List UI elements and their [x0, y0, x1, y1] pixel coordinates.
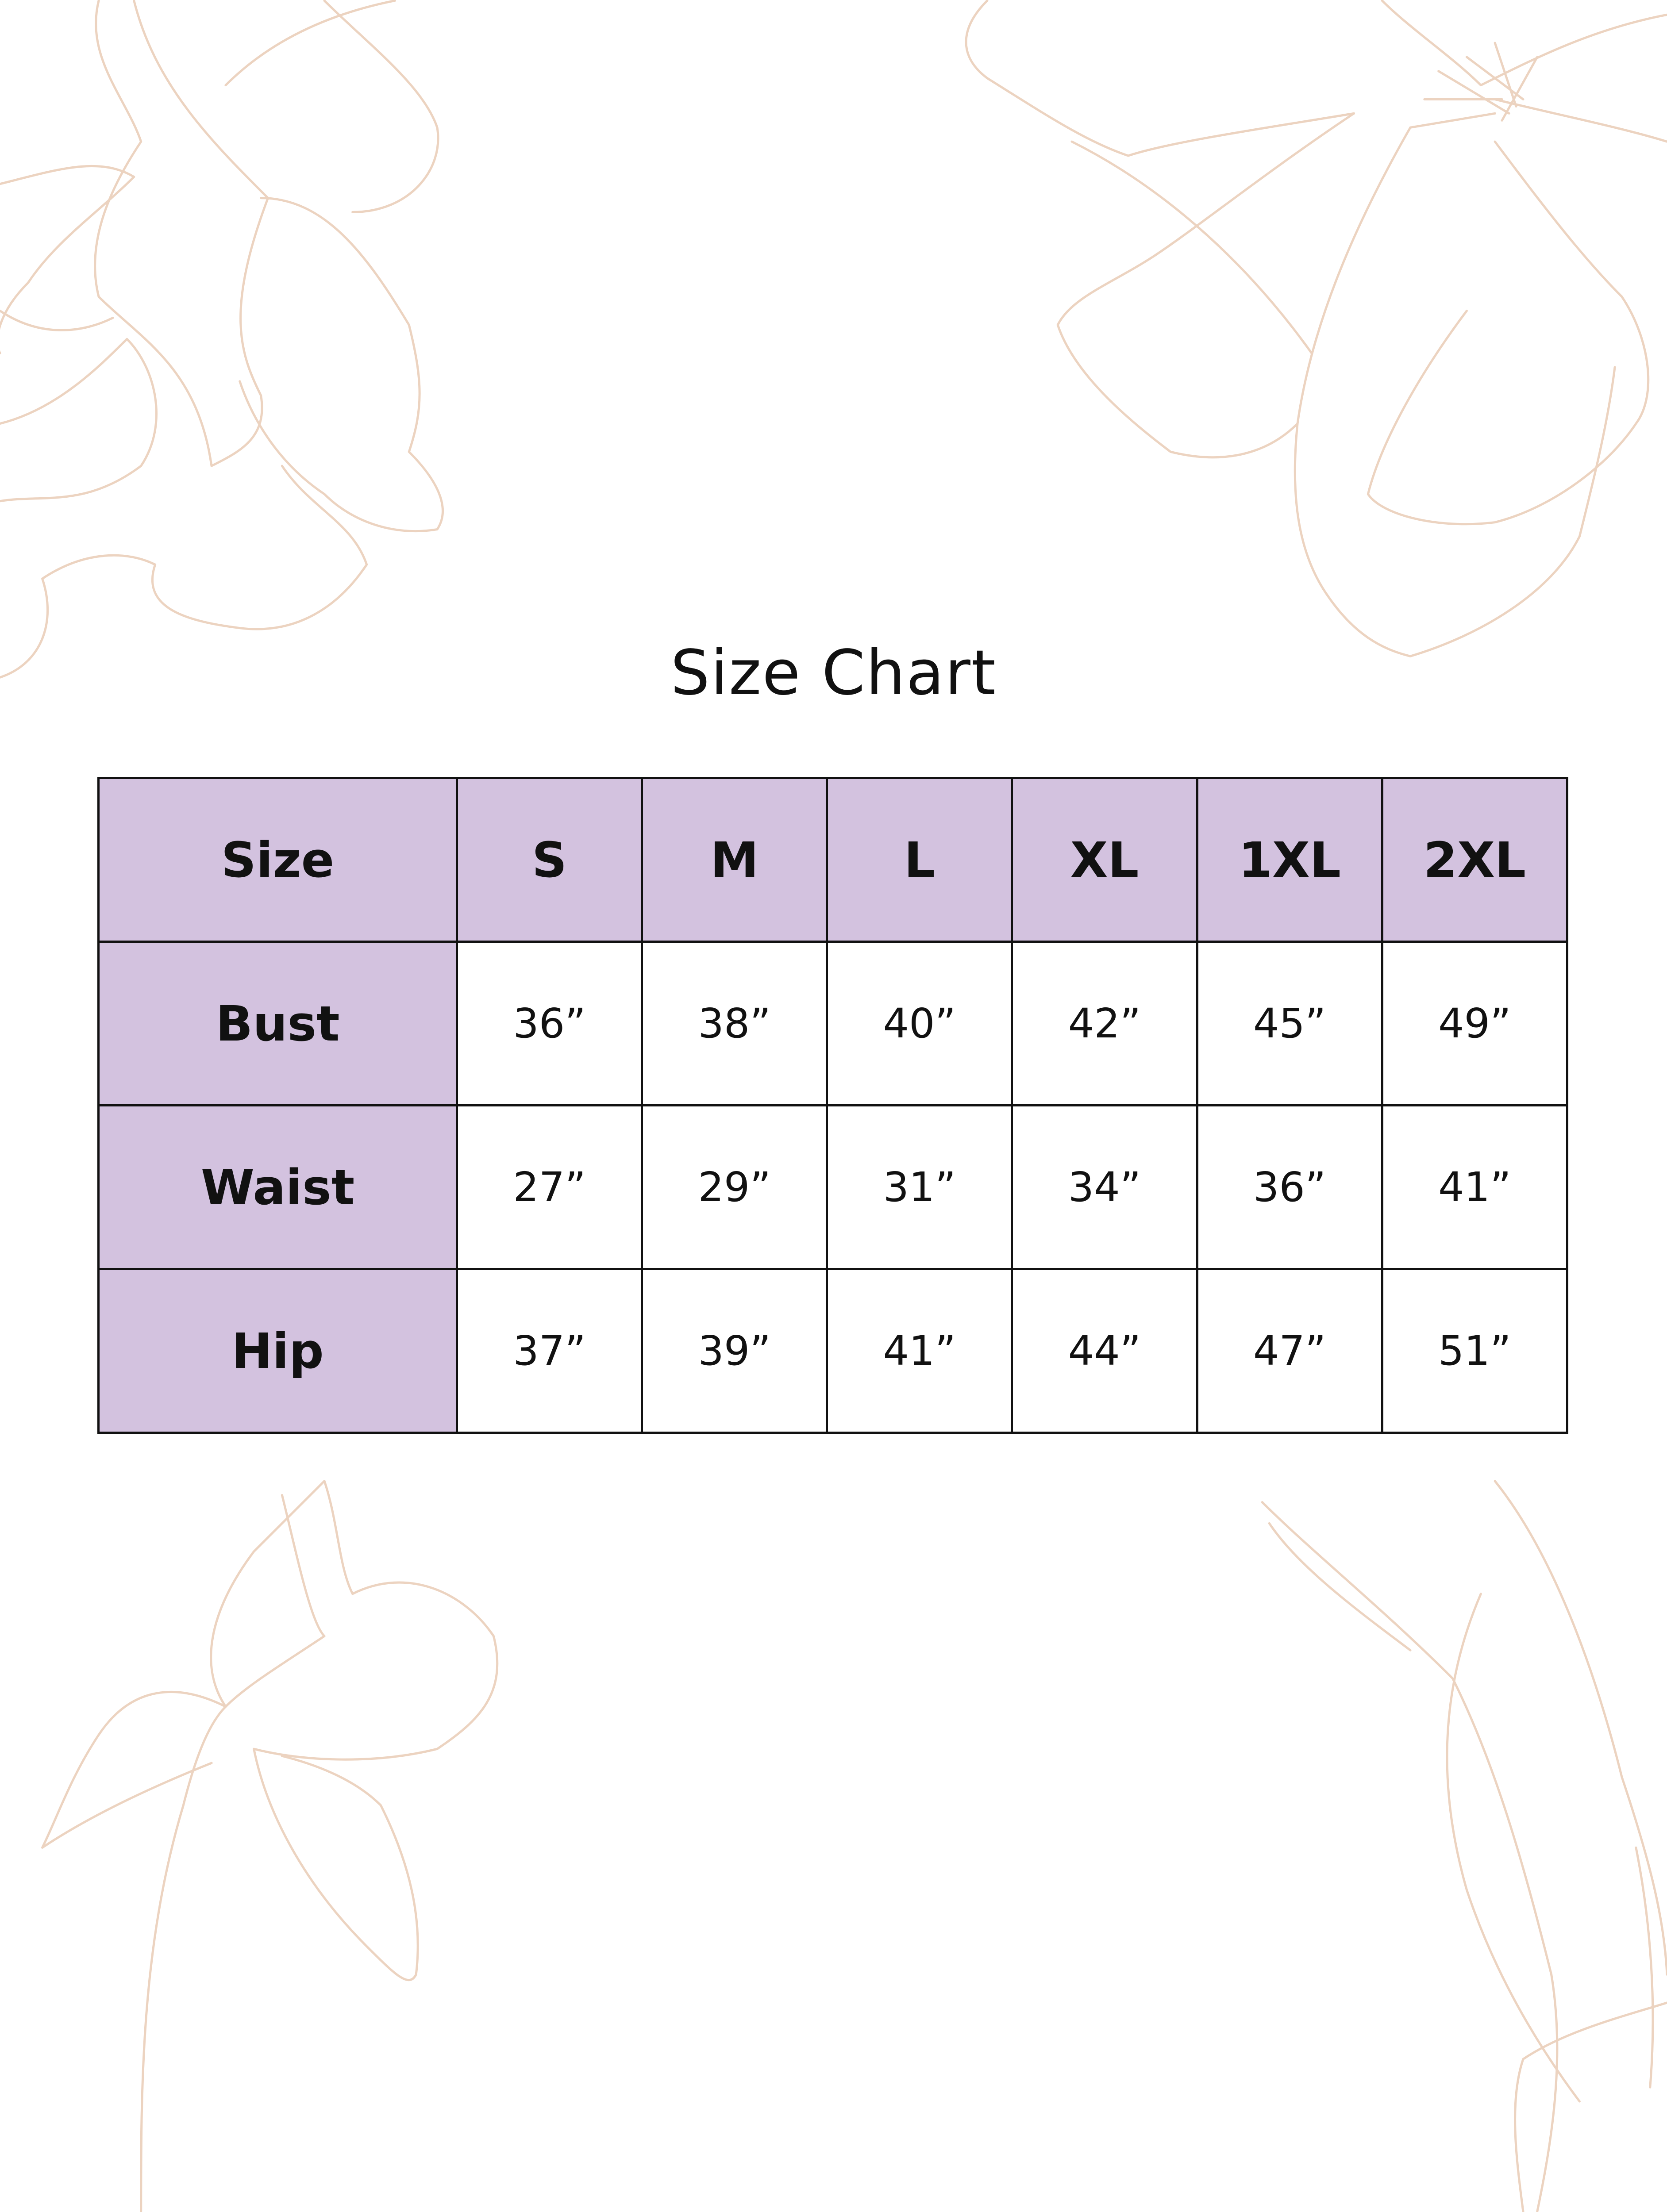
table-cell: 40”	[826, 941, 1013, 1106]
table-cell: 42”	[1011, 941, 1198, 1106]
table-cell: 39”	[641, 1268, 828, 1434]
table-cell: 49”	[1381, 941, 1569, 1106]
row-label-hip: Hip	[97, 1268, 458, 1434]
size-chart-table: Size S M L XL 1XL 2XL Bust 36” 38” 40” 4…	[97, 777, 1569, 1434]
row-label-bust: Bust	[97, 941, 458, 1106]
table-cell: 45”	[1196, 941, 1383, 1106]
table-cell: 27”	[455, 1104, 643, 1270]
table-row-hip: Hip 37” 39” 41” 44” 47” 51”	[97, 1268, 1569, 1434]
header-cell-s: S	[455, 777, 643, 943]
floral-top-right	[965, 0, 1667, 657]
table-cell: 37”	[455, 1268, 643, 1434]
table-cell: 47”	[1196, 1268, 1383, 1434]
table-row-waist: Waist 27” 29” 31” 34” 36” 41”	[97, 1104, 1569, 1270]
header-cell-2xl: 2XL	[1381, 777, 1569, 943]
page-title: Size Chart	[670, 637, 997, 709]
table-header-row: Size S M L XL 1XL 2XL	[97, 777, 1569, 943]
table-cell: 29”	[641, 1104, 828, 1270]
row-label-waist: Waist	[97, 1104, 458, 1270]
table-cell: 34”	[1011, 1104, 1198, 1270]
header-cell-l: L	[826, 777, 1013, 943]
table-cell: 31”	[826, 1104, 1013, 1270]
header-cell-m: M	[641, 777, 828, 943]
table-cell: 41”	[1381, 1104, 1569, 1270]
floral-bottom-right	[1261, 1480, 1667, 2212]
table-cell: 51”	[1381, 1268, 1569, 1434]
floral-top-left	[0, 0, 444, 679]
table-cell: 41”	[826, 1268, 1013, 1434]
header-cell-1xl: 1XL	[1196, 777, 1383, 943]
header-cell-size: Size	[97, 777, 458, 943]
header-cell-xl: XL	[1011, 777, 1198, 943]
table-cell: 44”	[1011, 1268, 1198, 1434]
table-row-bust: Bust 36” 38” 40” 42” 45” 49”	[97, 941, 1569, 1106]
table-cell: 36”	[455, 941, 643, 1106]
floral-bottom-left	[41, 1480, 499, 2212]
table-cell: 38”	[641, 941, 828, 1106]
table-cell: 36”	[1196, 1104, 1383, 1270]
